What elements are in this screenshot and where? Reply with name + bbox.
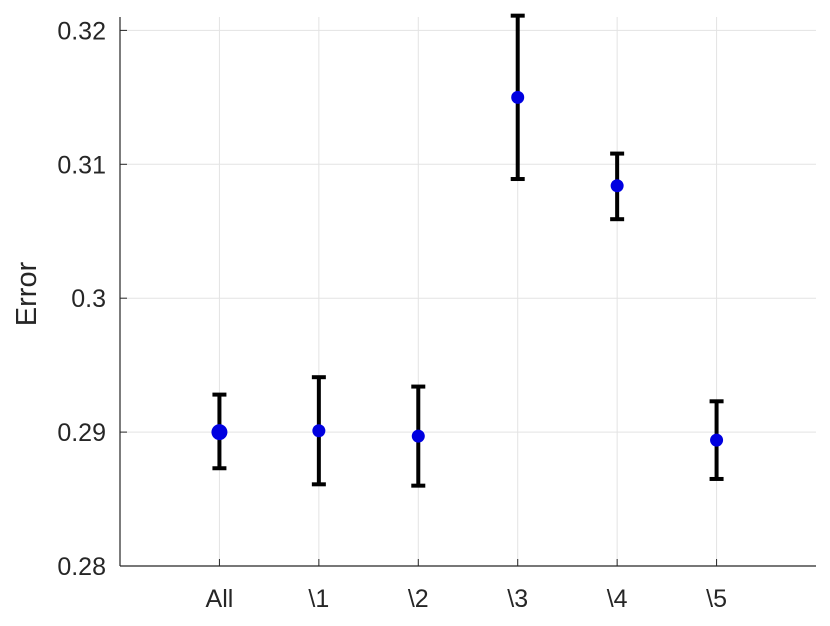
error-bars bbox=[212, 13, 724, 488]
y-tick-label: 0.31 bbox=[57, 151, 106, 179]
y-tick-label: 0.29 bbox=[57, 419, 106, 447]
x-tick-label: \2 bbox=[408, 585, 429, 613]
data-point bbox=[710, 433, 724, 447]
x-tick-label: \4 bbox=[607, 585, 628, 613]
x-tick-labels: All \1 \2 \3 \4 \5 bbox=[206, 585, 727, 613]
data-point bbox=[411, 429, 425, 443]
data-point bbox=[312, 424, 326, 438]
data-point bbox=[511, 90, 525, 104]
x-tick-label: \5 bbox=[706, 585, 727, 613]
data-point bbox=[610, 179, 624, 193]
y-axis-label: Error bbox=[11, 261, 43, 326]
y-tick-label: 0.3 bbox=[71, 285, 106, 313]
x-tick-label: \1 bbox=[308, 585, 329, 613]
x-tick-label: All bbox=[206, 585, 234, 613]
y-tick-label: 0.28 bbox=[57, 553, 106, 581]
x-tick-label: \3 bbox=[507, 585, 528, 613]
axes bbox=[119, 17, 816, 567]
y-tick-label: 0.32 bbox=[57, 17, 106, 45]
data-point bbox=[211, 424, 228, 441]
grid-lines bbox=[120, 17, 816, 566]
y-tick-labels: 0.28 0.29 0.3 0.31 0.32 bbox=[57, 17, 106, 581]
data-points bbox=[211, 90, 724, 447]
